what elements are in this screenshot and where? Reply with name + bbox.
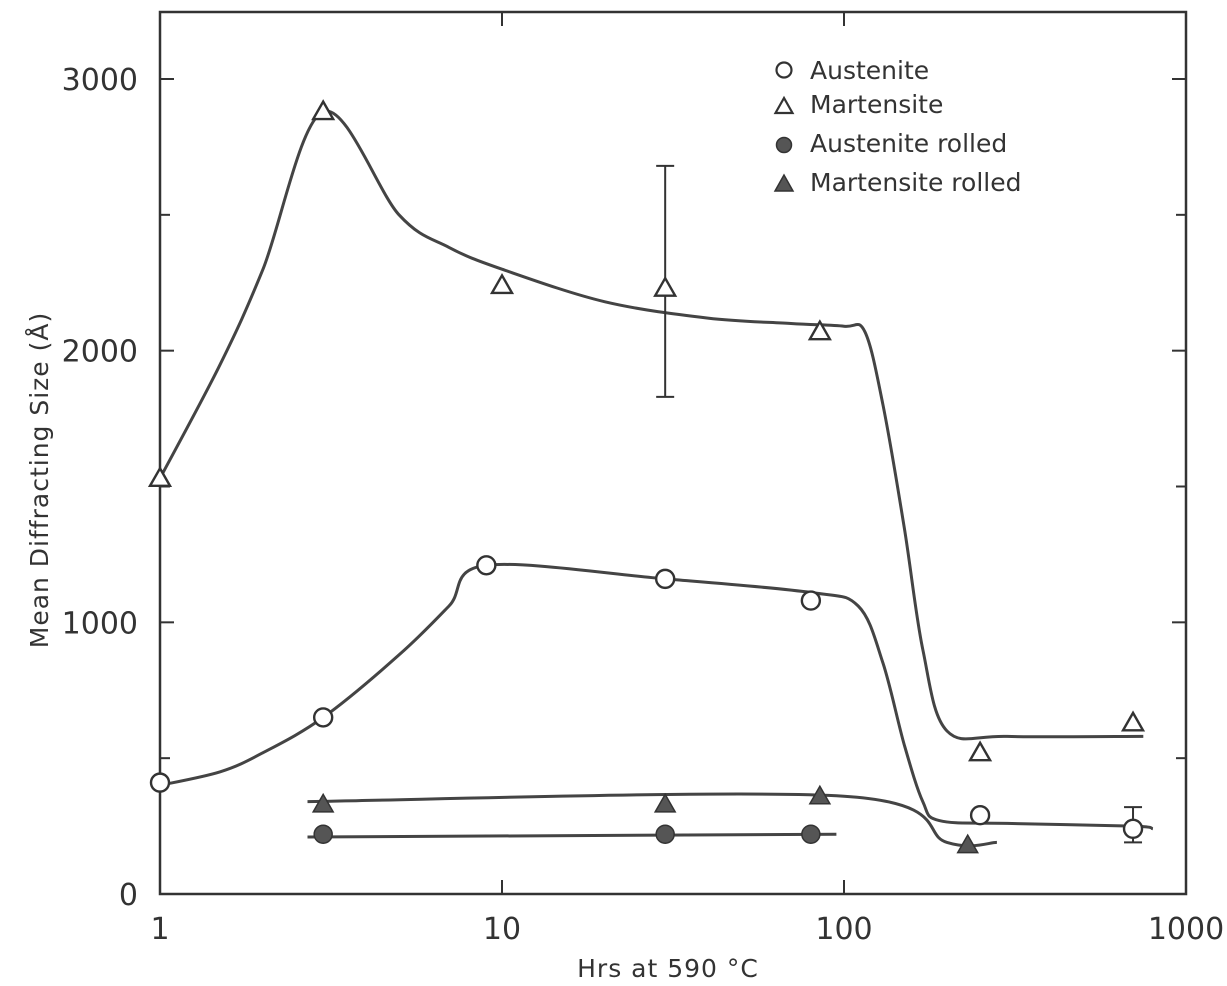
- y-axis-label: Mean Diffracting Size (Å): [25, 312, 54, 649]
- data-point-martensite-rolled: [808, 784, 832, 805]
- data-point-martensite: [653, 275, 678, 297]
- data-point-austenite: [312, 707, 334, 728]
- series-curves: [158, 109, 1154, 848]
- legend-label: Martensite: [810, 90, 943, 119]
- data-point-austenite: [800, 590, 822, 611]
- series-line-austenite-rolled: [307, 832, 837, 839]
- y-tick-label: 3000: [62, 63, 138, 98]
- series-line-martensite-rolled: [307, 792, 998, 848]
- data-point-martensite: [1120, 710, 1146, 732]
- data-point-martensite: [807, 319, 832, 341]
- legend-entry-austenite-rolled: Austenite rolled: [775, 129, 1007, 158]
- legend: Austenite Martensite Austenite rolled Ma…: [773, 56, 1021, 197]
- series-line-martensite: [158, 109, 1144, 741]
- legend-marker-filled-circle: [775, 136, 793, 154]
- x-tick-label: 100: [815, 912, 872, 947]
- data-point-martensite: [968, 740, 993, 762]
- series-line-austenite: [159, 562, 1154, 831]
- data-point-martensite: [147, 465, 173, 488]
- legend-entry-austenite: Austenite: [775, 56, 929, 85]
- legend-entry-martensite-rolled: Martensite rolled: [773, 168, 1021, 197]
- data-point-austenite-rolled: [655, 824, 675, 844]
- data-point-austenite-rolled: [313, 824, 333, 844]
- axis-ticks: 1 10 100 1000 0 1000 2000 3000: [62, 12, 1224, 947]
- y-tick-label: 1000: [62, 606, 138, 641]
- x-tick-label: 1000: [1148, 912, 1224, 947]
- data-point-austenite: [1122, 818, 1144, 839]
- data-point-austenite: [149, 772, 171, 793]
- data-point-austenite: [654, 568, 676, 590]
- legend-label: Austenite: [810, 56, 929, 85]
- data-point-martensite-rolled: [653, 792, 677, 813]
- series-markers: [147, 99, 1146, 854]
- y-tick-label: 2000: [62, 335, 138, 370]
- data-point-martensite-rolled: [311, 792, 335, 813]
- x-tick-label: 10: [483, 912, 521, 947]
- data-point-austenite: [969, 805, 991, 826]
- data-point-austenite: [476, 555, 497, 576]
- data-point-martensite: [489, 273, 515, 295]
- x-axis-label: Hrs at 590 °C: [577, 954, 759, 983]
- y-tick-label: 0: [119, 878, 138, 913]
- legend-label: Austenite rolled: [810, 129, 1007, 158]
- legend-marker-open-circle: [775, 61, 793, 79]
- legend-entry-martensite: Martensite: [773, 90, 943, 119]
- data-point-austenite-rolled: [801, 824, 821, 844]
- plot-frame: [158, 10, 1188, 896]
- legend-marker-filled-triangle: [773, 173, 795, 192]
- legend-marker-open-triangle: [773, 95, 795, 115]
- data-point-martensite-rolled: [956, 833, 980, 854]
- data-point-martensite: [311, 99, 336, 121]
- x-tick-label: 1: [150, 912, 169, 947]
- legend-label: Martensite rolled: [810, 168, 1021, 197]
